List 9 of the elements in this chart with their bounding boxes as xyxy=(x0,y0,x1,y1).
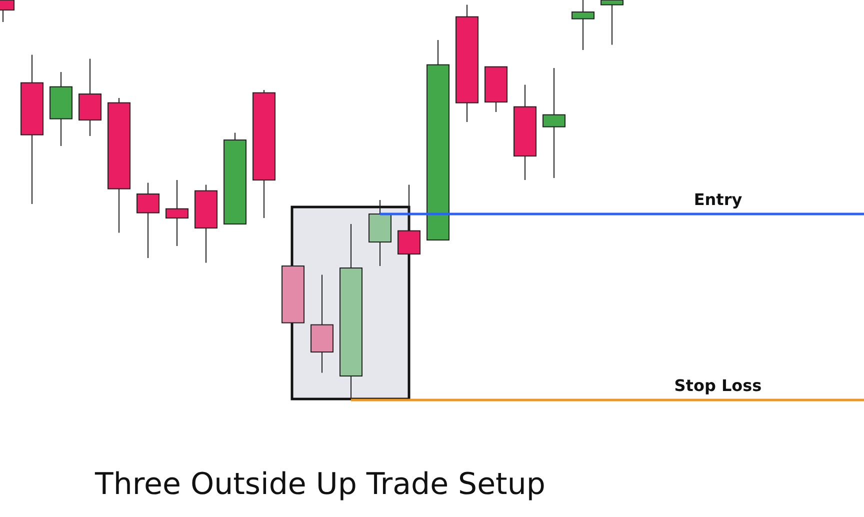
candlestick xyxy=(166,180,188,246)
candlestick xyxy=(398,184,420,254)
ref-line-label: Stop Loss xyxy=(674,376,762,395)
candlestick xyxy=(572,0,594,50)
candlestick xyxy=(136,182,160,258)
ref-line-label: Entry xyxy=(694,190,743,209)
candlestick xyxy=(600,0,624,46)
text: Three Outside Up Trade Setup xyxy=(94,467,546,502)
candlestick xyxy=(542,68,566,178)
